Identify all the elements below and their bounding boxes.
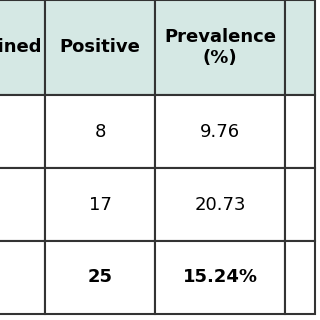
Bar [285, 95, 315, 168]
Bar [45, 95, 155, 168]
Bar [0, 241, 45, 314]
Bar [0, 95, 45, 168]
Bar [45, 168, 155, 241]
Text: 17: 17 [89, 196, 111, 213]
Bar [155, 241, 285, 314]
Bar [155, 0, 285, 95]
Text: 20.73: 20.73 [194, 196, 246, 213]
Bar [155, 168, 285, 241]
Text: 8: 8 [94, 123, 106, 140]
Text: Prevalence
(%): Prevalence (%) [164, 28, 276, 67]
Text: Positive: Positive [60, 38, 140, 57]
Bar [285, 241, 315, 314]
Bar [0, 168, 45, 241]
Text: 9.76: 9.76 [200, 123, 240, 140]
Bar [45, 241, 155, 314]
Text: 15.24%: 15.24% [182, 268, 258, 286]
Bar [155, 95, 285, 168]
Text: examined: examined [0, 38, 42, 57]
Bar [0, 0, 45, 95]
Text: 25: 25 [87, 268, 113, 286]
Bar [285, 168, 315, 241]
Bar [45, 0, 155, 95]
Bar [285, 0, 315, 95]
